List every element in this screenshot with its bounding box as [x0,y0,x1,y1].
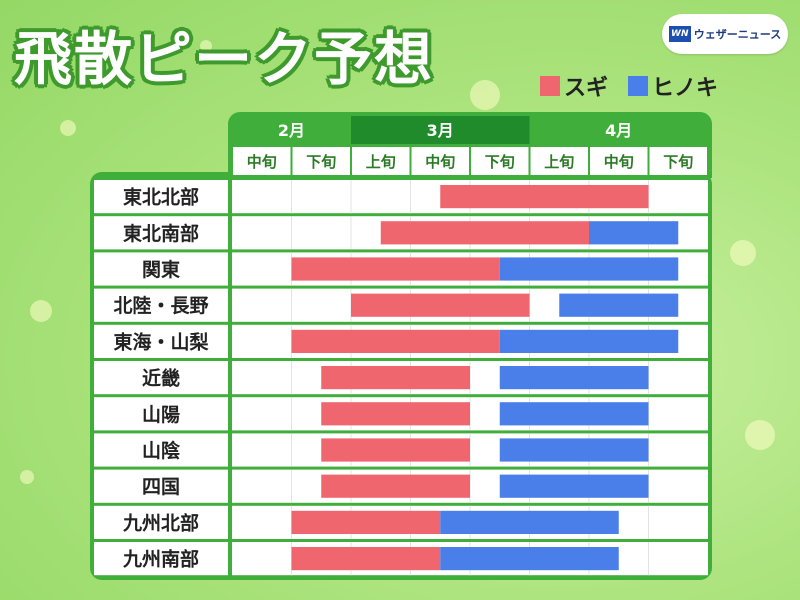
region-label-cell [94,361,228,395]
sugi-bar [291,547,441,571]
legend-item-sugi: スギ [540,70,608,102]
bokeh-dot [20,470,34,484]
sugi-bar [321,366,470,390]
period-label: 上旬 [544,153,574,171]
bokeh-dot [30,300,52,322]
sugi-bar [440,185,649,209]
region-label: 近畿 [142,367,180,390]
region-label-cell [94,252,228,286]
bokeh-dot [730,240,756,266]
region-label: 北陸・長野 [113,294,208,317]
period-label: 下旬 [306,153,336,171]
sugi-bar [291,510,441,534]
hinoki-bar [559,293,679,317]
region-label: 山陽 [142,404,180,426]
period-header-cell [411,147,469,175]
page-title: 飛散ピーク予想 [14,25,435,93]
bokeh-dot [470,80,500,110]
region-label: 東海・山梨 [113,330,209,353]
sugi-bar [351,293,530,317]
hinoki-bar [440,547,619,571]
hinoki-bar [499,257,679,281]
hinoki-bar [499,402,649,426]
period-header-cell [649,147,707,175]
hinoki-bar [499,438,649,462]
region-label-cell [94,542,228,576]
legend: スギ ヒノキ [540,70,738,102]
bokeh-dot [745,420,775,450]
sugi-bar [321,474,470,498]
period-label: 中旬 [425,153,455,171]
sugi-bar [380,221,589,245]
legend-item-hinoki: ヒノキ [628,70,718,102]
sugi-bar [321,402,470,426]
period-label: 下旬 [663,153,693,171]
month-label: 4月 [605,121,632,140]
hinoki-bar [589,221,679,245]
hinoki-bar [499,329,679,353]
period-header-cell [590,147,648,175]
month-header-2 [351,116,530,144]
hinoki-bar [499,366,649,390]
hinoki-bar [440,510,619,534]
bokeh-dot [200,40,212,52]
brand-badge: WN ウェザーニュース [662,14,788,54]
period-header-cell [352,147,410,175]
region-label-cell [94,433,228,467]
region-label-cell [94,180,228,214]
period-header-cell [530,147,588,175]
region-label: 九州北部 [122,511,199,534]
sugi-bar [291,257,500,281]
month-label: 2月 [278,121,305,140]
region-label: 九州南部 [122,548,199,571]
region-label-cell [94,216,228,250]
brand-logo-icon: WN [668,26,691,42]
month-header-3 [529,116,708,144]
region-label: 関東 [142,258,180,281]
period-label: 中旬 [604,153,634,171]
legend-swatch-sugi [540,76,560,96]
region-label-cell [94,505,228,539]
region-label: 東北南部 [123,222,199,245]
legend-swatch-hinoki [628,76,649,96]
period-label: 上旬 [366,153,396,171]
region-label: 東北北部 [123,186,199,209]
legend-label-sugi: スギ [564,76,609,101]
legend-label-hinoki: ヒノキ [652,76,719,101]
period-label: 中旬 [247,153,277,171]
region-label-cell [94,397,228,431]
month-header-1 [232,116,351,144]
period-header-cell [292,147,350,175]
period-header-cell [471,147,529,175]
brand-name: ウェザーニュース [693,28,782,41]
period-label: 下旬 [485,153,515,171]
region-label-cell [94,288,228,322]
region-label-cell [94,324,228,358]
month-label: 3月 [427,121,454,140]
hinoki-bar [499,474,649,498]
region-label: 山陰 [142,439,181,462]
region-label: 四国 [142,476,180,498]
sugi-bar [291,329,500,353]
period-header-cell [233,147,291,175]
sugi-bar [321,438,470,462]
bokeh-dot [60,120,76,136]
region-label-cell [94,469,228,503]
